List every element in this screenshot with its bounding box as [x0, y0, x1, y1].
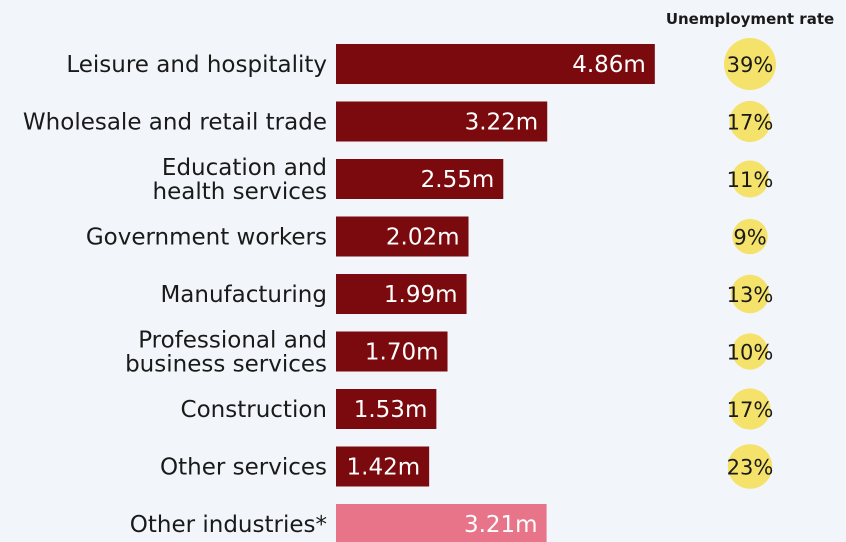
- bar: [336, 331, 448, 372]
- rate-label: 17%: [727, 398, 774, 422]
- category-label: Construction: [181, 397, 327, 423]
- rate-label: 13%: [727, 283, 774, 307]
- category-label: Other industries*: [130, 512, 327, 538]
- rate-label: 17%: [727, 111, 774, 135]
- bar-value-label: 2.02m: [386, 225, 460, 251]
- bar-value-label: 3.21m: [464, 512, 538, 538]
- category-label: Manufacturing: [160, 282, 327, 308]
- bar: [336, 44, 655, 84]
- rate-label: 39%: [727, 53, 774, 77]
- rate-bubble: [731, 160, 769, 198]
- bar: [336, 159, 504, 199]
- category-label: Government workers: [86, 225, 327, 251]
- bar-value-label: 1.70m: [365, 340, 439, 366]
- rate-label: 23%: [727, 456, 774, 480]
- category-label: Leisure and hospitality: [66, 52, 327, 78]
- rate-bubble: [729, 388, 771, 430]
- rate-label: 9%: [733, 226, 766, 250]
- rate-bubble: [729, 100, 771, 143]
- bar: [336, 216, 469, 257]
- bar: [336, 101, 548, 142]
- rate-bubble: [724, 38, 776, 90]
- rate-bubble: [730, 274, 770, 314]
- bar: [336, 446, 430, 487]
- category-label: Education and health services: [153, 155, 328, 205]
- bar-value-label: 2.55m: [421, 167, 495, 193]
- bar-value-label: 1.99m: [384, 282, 458, 308]
- bar-value-label: 1.42m: [347, 455, 421, 481]
- rate-bubble: [727, 444, 773, 489]
- bar: [336, 274, 467, 314]
- rate-bubble: [731, 333, 769, 370]
- bar-value-label: 3.22m: [465, 110, 539, 136]
- category-label: Wholesale and retail trade: [23, 110, 327, 136]
- unemployment-rate-header: Unemployment rate: [666, 10, 834, 28]
- rate-label: 11%: [727, 168, 774, 192]
- bar-value-label: 4.86m: [572, 52, 646, 78]
- rate-bubble: [732, 218, 768, 255]
- bar: [336, 504, 547, 542]
- bar-value-label: 1.53m: [354, 397, 428, 423]
- bar: [336, 389, 437, 429]
- rate-label: 10%: [727, 341, 774, 365]
- category-label: Other services: [160, 455, 327, 481]
- category-label: Professional and business services: [125, 328, 327, 378]
